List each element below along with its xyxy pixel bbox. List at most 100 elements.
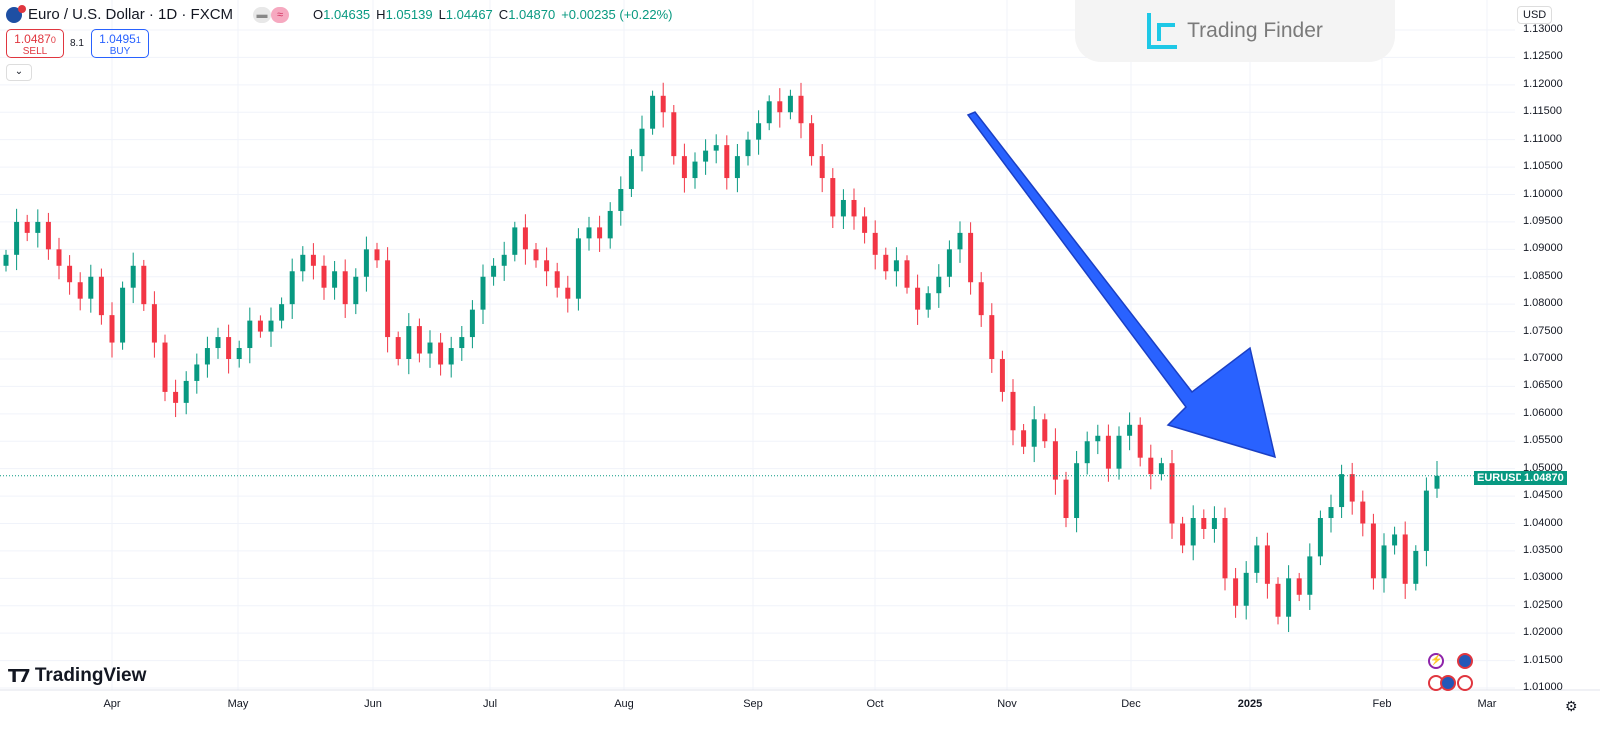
candle-down bbox=[1370, 523, 1376, 579]
candle-up bbox=[194, 364, 200, 381]
candle-down bbox=[67, 265, 73, 283]
spread: 8.1 bbox=[70, 38, 84, 49]
lightning-event-icon[interactable]: ⚡ bbox=[1428, 653, 1444, 669]
candle-down bbox=[1042, 419, 1048, 442]
candle-down bbox=[342, 271, 348, 305]
candle-down bbox=[1275, 583, 1281, 617]
x-tick-label: Nov bbox=[997, 698, 1017, 710]
candle-up bbox=[183, 380, 189, 403]
y-tick-label: 1.04000 bbox=[1523, 516, 1563, 529]
mode-toggle[interactable]: ▬ ≈ bbox=[253, 6, 290, 23]
y-tick-label: 1.01000 bbox=[1523, 681, 1563, 693]
us-event-icon-2[interactable] bbox=[1457, 675, 1473, 691]
y-tick-label: 1.11500 bbox=[1523, 105, 1562, 118]
candle-down bbox=[141, 265, 147, 305]
candle-up bbox=[448, 348, 454, 365]
candle-up bbox=[586, 227, 592, 239]
candle-down bbox=[522, 227, 528, 250]
candle-up bbox=[120, 287, 126, 343]
candle-down bbox=[1021, 430, 1027, 447]
open-value: 1.04635 bbox=[323, 7, 371, 22]
buy-label: BUY bbox=[109, 46, 131, 57]
symbol-title[interactable]: Euro / U.S. Dollar · 1D · FXCM bbox=[28, 6, 234, 23]
candle-down bbox=[1222, 518, 1228, 579]
last-price-tag: 1.04870 bbox=[1521, 471, 1567, 485]
y-tick-label: 1.10500 bbox=[1523, 160, 1563, 173]
candle-down bbox=[173, 391, 179, 403]
collapse-chevron-icon[interactable]: ⌄ bbox=[6, 64, 32, 81]
candle-up bbox=[936, 276, 942, 294]
candle-up bbox=[363, 249, 369, 277]
candle-down bbox=[1010, 391, 1016, 431]
candle-up bbox=[925, 293, 931, 310]
candle-up bbox=[1158, 463, 1164, 475]
candle-up bbox=[756, 123, 762, 140]
y-tick-label: 1.06000 bbox=[1523, 406, 1563, 419]
candle-down bbox=[1201, 518, 1207, 529]
candle-up bbox=[1423, 490, 1429, 551]
candle-down bbox=[851, 199, 857, 217]
candle-up bbox=[745, 139, 751, 157]
candle-down bbox=[162, 342, 168, 392]
bars-icon[interactable]: ▬ bbox=[253, 6, 272, 23]
candle-up bbox=[1286, 578, 1292, 617]
tradingview-logo: 𝗧𝟳 TradingView bbox=[8, 665, 146, 687]
candle-down bbox=[1360, 501, 1366, 524]
buy-button[interactable]: 1.04951 BUY bbox=[91, 29, 149, 58]
candle-up bbox=[787, 95, 793, 113]
candle-up bbox=[480, 276, 486, 310]
candle-up bbox=[1127, 424, 1133, 436]
candle-up bbox=[1392, 534, 1398, 546]
sell-button[interactable]: 1.04870 SELL bbox=[6, 29, 64, 58]
candle-up bbox=[512, 227, 518, 255]
eu-event-icon[interactable] bbox=[1457, 653, 1473, 669]
eu-event-icon-2[interactable] bbox=[1440, 675, 1456, 691]
y-tick-label: 1.03500 bbox=[1523, 543, 1563, 556]
candle-up bbox=[459, 337, 465, 349]
candle-down bbox=[1063, 479, 1069, 519]
eurusd-flag-icon bbox=[6, 4, 26, 23]
candle-down bbox=[98, 276, 104, 316]
low-label: L bbox=[438, 7, 446, 22]
candle-down bbox=[395, 337, 401, 359]
candle-down bbox=[385, 260, 391, 338]
currency-selector[interactable]: USD bbox=[1517, 6, 1553, 24]
candle-up bbox=[236, 348, 242, 359]
candle-up bbox=[3, 254, 9, 266]
approx-icon[interactable]: ≈ bbox=[271, 6, 290, 23]
close-value: 1.04870 bbox=[508, 7, 556, 22]
candle-up bbox=[893, 260, 899, 272]
y-tick-label: 1.01500 bbox=[1523, 653, 1563, 666]
candle-down bbox=[45, 221, 51, 250]
candle-down bbox=[416, 326, 422, 354]
candle-up bbox=[215, 337, 221, 349]
y-tick-label: 1.09500 bbox=[1523, 214, 1563, 227]
candle-up bbox=[130, 265, 136, 288]
x-tick-label: Jun bbox=[364, 698, 382, 710]
candle-up bbox=[1307, 556, 1313, 595]
candle-up bbox=[1328, 507, 1334, 519]
settings-gear-icon[interactable]: ⚙ bbox=[1565, 698, 1578, 714]
candle-down bbox=[809, 123, 815, 157]
candle-up bbox=[1317, 518, 1323, 557]
candle-down bbox=[1296, 578, 1302, 595]
x-tick-label: May bbox=[227, 698, 249, 710]
candle-down bbox=[374, 249, 380, 261]
candle-down bbox=[978, 282, 984, 316]
ohlc-values: O1.04635 H1.05139 L1.04467 C1.04870 +0.0… bbox=[313, 7, 672, 22]
open-label: O bbox=[313, 7, 324, 22]
candle-down bbox=[724, 145, 730, 179]
y-tick-label: 1.05000 bbox=[1523, 461, 1563, 474]
x-tick-label: Sep bbox=[743, 698, 763, 710]
trading-finder-logo-icon bbox=[1147, 13, 1178, 49]
candle-up bbox=[469, 309, 475, 338]
y-tick-label: 1.10000 bbox=[1523, 187, 1563, 200]
y-tick-label: 1.03000 bbox=[1523, 571, 1563, 584]
candle-down bbox=[904, 260, 910, 288]
candle-up bbox=[1095, 435, 1101, 442]
candle-up bbox=[713, 145, 719, 151]
candle-down bbox=[830, 178, 836, 217]
x-tick-label: Oct bbox=[866, 698, 884, 710]
candle-up bbox=[734, 156, 740, 179]
